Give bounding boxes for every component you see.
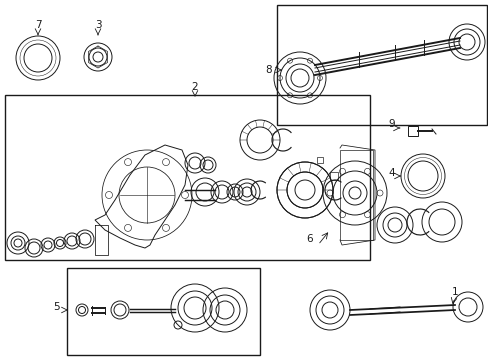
- Text: 9: 9: [387, 119, 394, 129]
- Text: 4: 4: [387, 168, 394, 178]
- Bar: [276, 5, 486, 125]
- Bar: [407, 126, 417, 136]
- Bar: [5, 95, 369, 260]
- Bar: [339, 150, 372, 240]
- Text: 8: 8: [265, 65, 271, 75]
- Bar: [329, 172, 337, 180]
- Text: 7: 7: [35, 20, 41, 30]
- Text: 3: 3: [95, 20, 101, 30]
- Bar: [67, 268, 260, 355]
- Bar: [316, 157, 323, 163]
- Text: 1: 1: [451, 287, 458, 297]
- Text: 6: 6: [306, 234, 313, 244]
- Text: 5: 5: [53, 302, 60, 312]
- Text: 2: 2: [191, 82, 198, 92]
